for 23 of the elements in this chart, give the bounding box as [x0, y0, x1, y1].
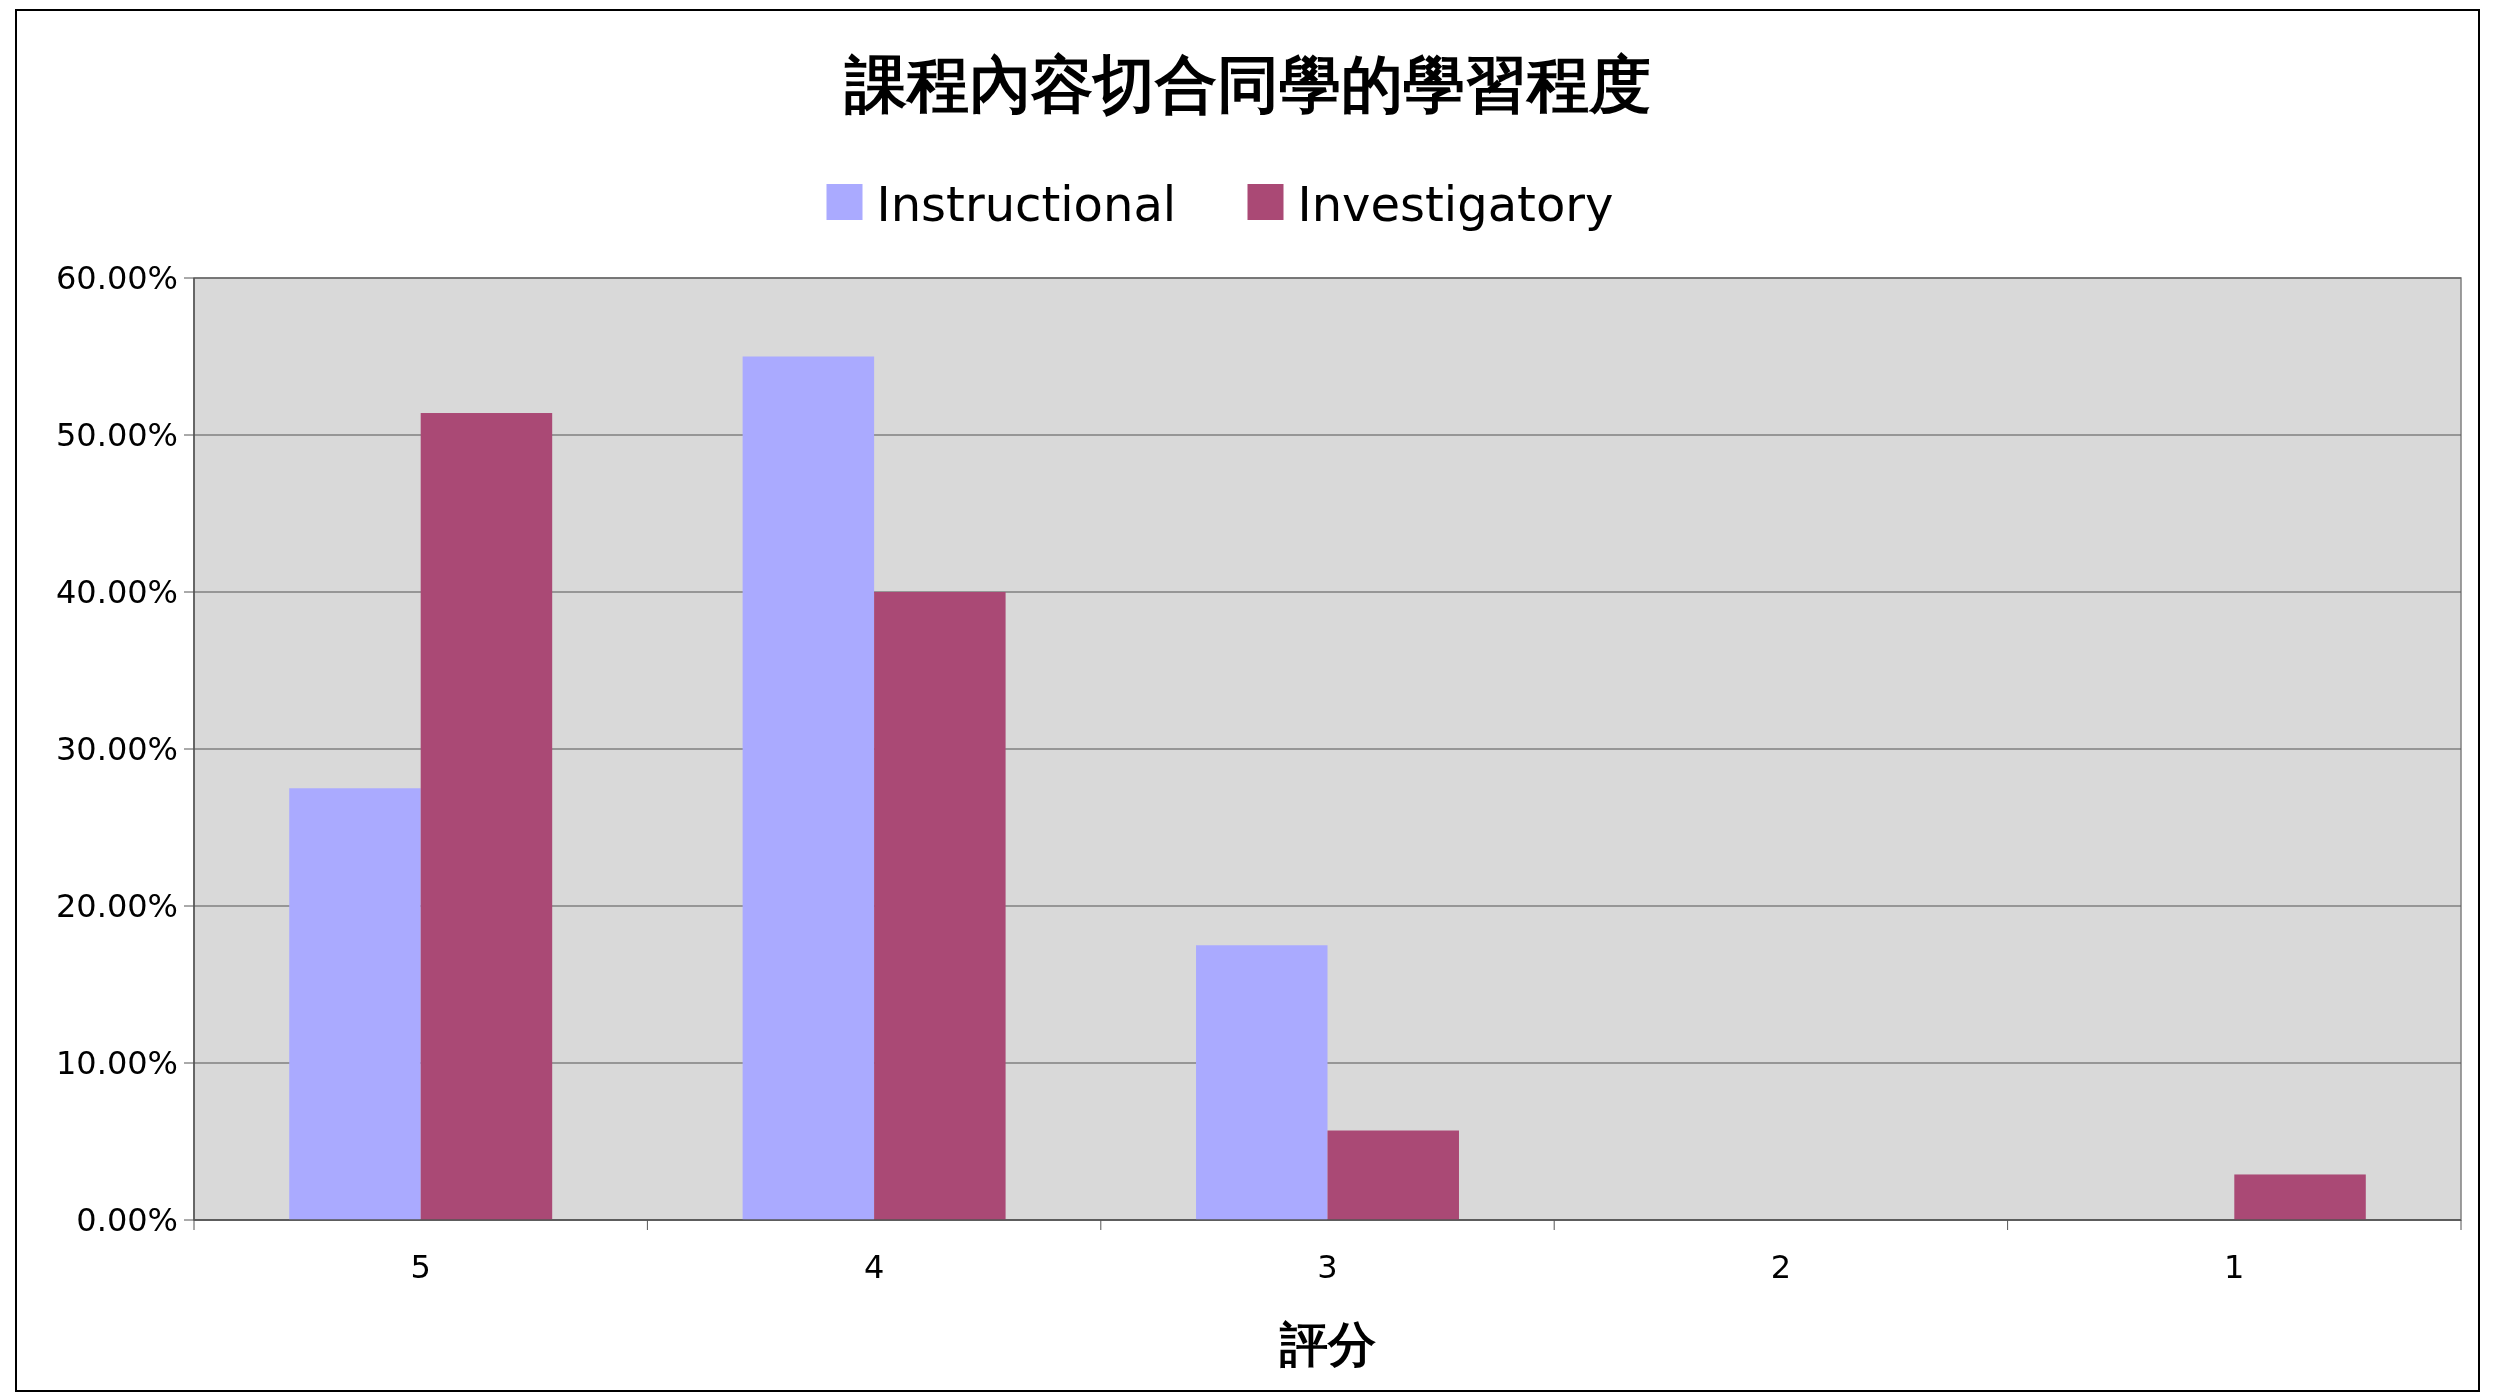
- y-tick-label: 20.00%: [55, 887, 178, 926]
- y-tick-label: 10.00%: [55, 1044, 178, 1083]
- chart-title: 課程內容切合同學的學習程度: [843, 48, 1651, 121]
- y-tick-label: 0.00%: [76, 1201, 178, 1240]
- y-tick-label: 60.00%: [55, 259, 178, 298]
- x-tick-label: 5: [410, 1248, 431, 1286]
- bar: [874, 592, 1006, 1220]
- x-tick-label: 3: [1317, 1248, 1338, 1286]
- bar: [2234, 1174, 2366, 1220]
- bar: [1196, 945, 1328, 1220]
- x-tick-label: 2: [1770, 1248, 1792, 1286]
- legend-label: Instructional: [876, 175, 1177, 232]
- x-tick-label: 1: [2224, 1248, 2245, 1286]
- y-tick-label: 30.00%: [55, 730, 178, 769]
- y-tick-label: 50.00%: [55, 416, 178, 455]
- bar: [742, 356, 875, 1220]
- bar: [420, 413, 553, 1220]
- x-axis-title: 評分: [1278, 1316, 1376, 1372]
- y-tick-label: 40.00%: [55, 573, 178, 612]
- legend-label: Investigatory: [1297, 175, 1614, 232]
- x-tick-label: 4: [863, 1248, 885, 1286]
- bar: [1327, 1130, 1459, 1220]
- bar: [289, 788, 421, 1220]
